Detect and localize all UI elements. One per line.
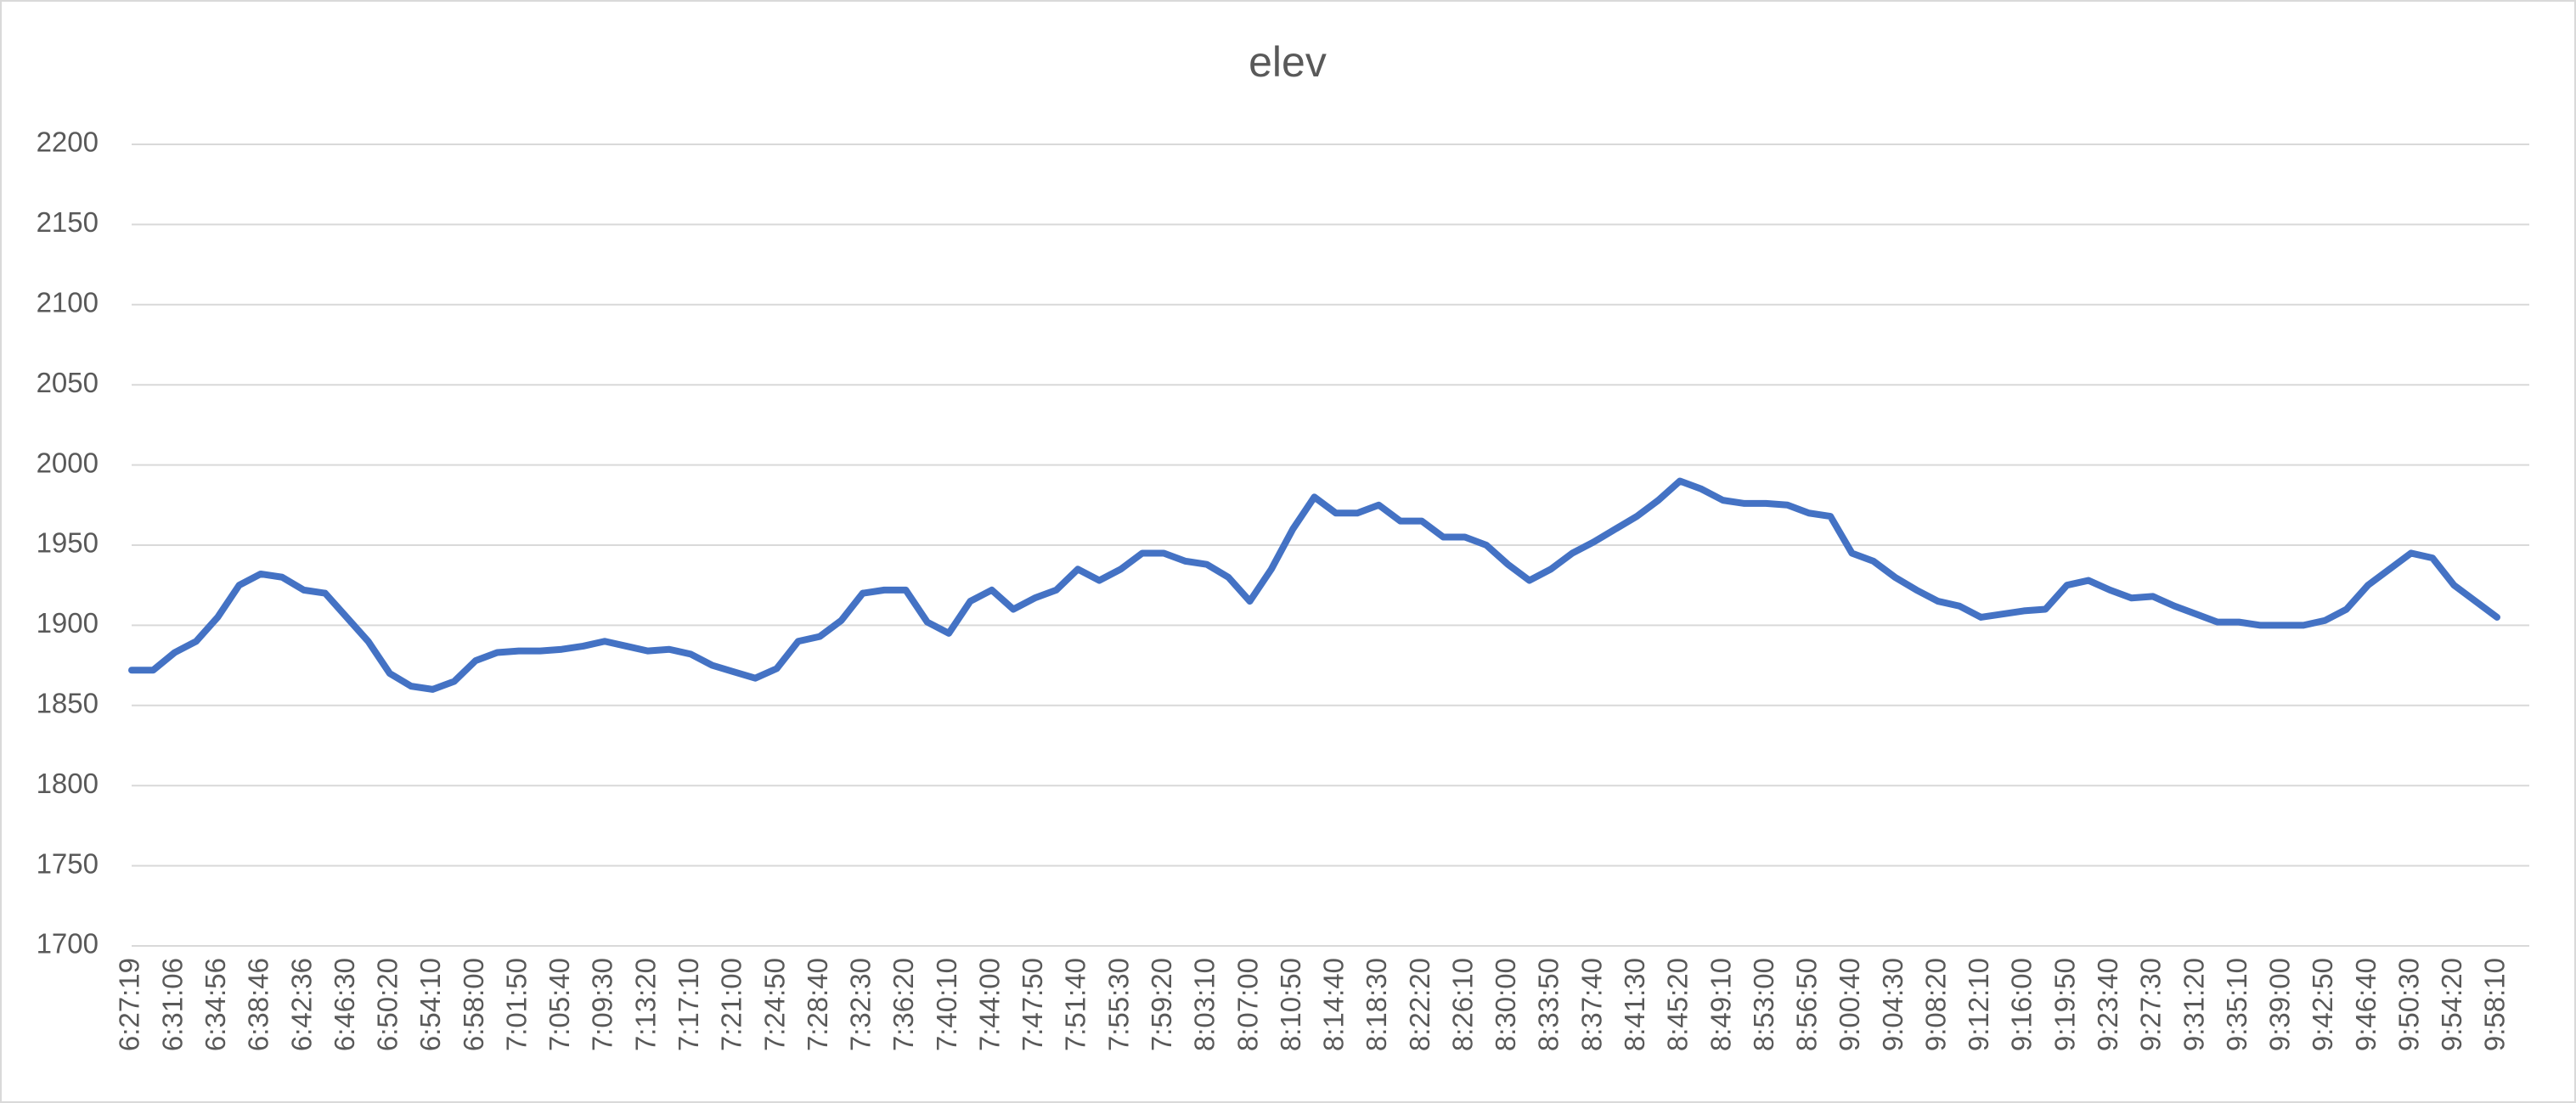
- x-tick-label: 6:46:30: [329, 958, 360, 1051]
- y-tick-label: 1700: [37, 928, 99, 959]
- x-tick-label: 7:40:10: [931, 958, 962, 1051]
- x-tick-label: 9:27:30: [2135, 958, 2167, 1051]
- x-tick-label: 8:37:40: [1575, 958, 1607, 1051]
- y-tick-label: 1800: [37, 768, 99, 799]
- chart-title: elev: [1249, 38, 1327, 86]
- x-tick-label: 9:46:40: [2350, 958, 2382, 1051]
- x-tick-label: 7:13:20: [629, 958, 661, 1051]
- x-tick-label: 7:05:40: [544, 958, 575, 1051]
- x-tick-label: 7:36:20: [888, 958, 919, 1051]
- x-tick-label: 8:33:50: [1533, 958, 1564, 1051]
- x-tick-label: 6:42:36: [285, 958, 317, 1051]
- x-tick-label: 9:04:30: [1877, 958, 1908, 1051]
- x-tick-label: 6:34:56: [200, 958, 231, 1051]
- x-tick-label: 7:44:00: [973, 958, 1005, 1051]
- y-tick-label: 1950: [37, 527, 99, 559]
- x-tick-label: 9:12:10: [1963, 958, 1994, 1051]
- x-tick-label: 7:47:50: [1017, 958, 1048, 1051]
- x-tick-label: 7:55:30: [1102, 958, 1134, 1051]
- y-tick-label: 2150: [37, 206, 99, 238]
- x-tick-label: 8:56:50: [1791, 958, 1823, 1051]
- y-tick-label: 2050: [37, 367, 99, 398]
- x-tick-label: 8:26:10: [1446, 958, 1478, 1051]
- x-tick-label: 9:50:30: [2393, 958, 2424, 1051]
- x-tick-label: 9:39:00: [2264, 958, 2296, 1051]
- x-tick-label: 8:03:10: [1189, 958, 1220, 1051]
- x-tick-label: 7:17:10: [673, 958, 704, 1051]
- x-tick-label: 8:22:20: [1404, 958, 1435, 1051]
- y-tick-label: 1750: [37, 847, 99, 879]
- x-tick-label: 9:08:20: [1919, 958, 1951, 1051]
- x-tick-label: 8:53:00: [1748, 958, 1779, 1051]
- x-tick-label: 6:31:06: [156, 958, 188, 1051]
- x-tick-label: 6:54:10: [414, 958, 446, 1051]
- x-tick-label: 9:00:40: [1834, 958, 1865, 1051]
- y-tick-label: 2100: [37, 287, 99, 318]
- y-tick-label: 1850: [37, 688, 99, 719]
- y-tick-label: 1900: [37, 607, 99, 639]
- x-tick-label: 7:51:40: [1060, 958, 1091, 1051]
- x-tick-label: 7:09:30: [587, 958, 618, 1051]
- x-tick-label: 9:16:00: [2006, 958, 2038, 1051]
- x-tick-label: 7:21:00: [716, 958, 747, 1051]
- x-tick-label: 9:23:40: [2092, 958, 2123, 1051]
- x-tick-label: 6:38:46: [243, 958, 274, 1051]
- x-tick-label: 7:59:20: [1146, 958, 1177, 1051]
- x-tick-label: 9:19:50: [2049, 958, 2080, 1051]
- x-tick-label: 6:27:19: [114, 958, 145, 1051]
- y-tick-label: 2000: [37, 447, 99, 478]
- x-tick-label: 9:54:20: [2436, 958, 2467, 1051]
- x-tick-label: 6:58:00: [458, 958, 489, 1051]
- x-tick-label: 9:42:50: [2307, 958, 2338, 1051]
- x-tick-label: 7:28:40: [802, 958, 833, 1051]
- x-tick-label: 8:10:50: [1275, 958, 1306, 1051]
- x-tick-label: 9:35:10: [2221, 958, 2252, 1051]
- x-tick-label: 9:58:10: [2479, 958, 2511, 1051]
- x-tick-label: 7:01:50: [500, 958, 532, 1051]
- x-tick-label: 9:31:20: [2178, 958, 2209, 1051]
- x-tick-label: 8:45:20: [1662, 958, 1694, 1051]
- data-line: [128, 477, 2500, 693]
- x-tick-label: 8:07:00: [1232, 958, 1263, 1051]
- x-tick-label: 7:24:50: [758, 958, 790, 1051]
- y-tick-label: 2200: [37, 127, 99, 158]
- x-tick-label: 6:50:20: [372, 958, 403, 1051]
- x-tick-label: 8:49:10: [1705, 958, 1736, 1051]
- x-tick-label: 8:41:30: [1619, 958, 1650, 1051]
- x-tick-label: 8:18:30: [1361, 958, 1392, 1051]
- x-tick-label: 7:32:30: [845, 958, 877, 1051]
- x-tick-label: 8:30:00: [1490, 958, 1521, 1051]
- x-tick-label: 8:14:40: [1318, 958, 1350, 1051]
